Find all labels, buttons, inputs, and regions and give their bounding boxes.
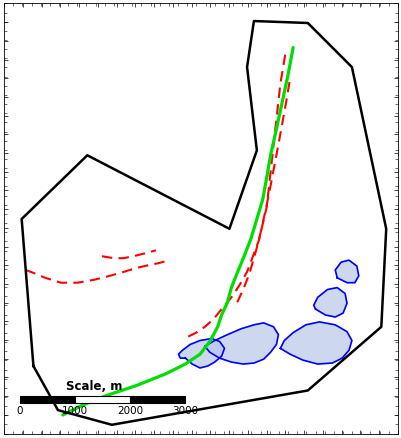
Text: Scale, m: Scale, m [66, 379, 122, 392]
Polygon shape [22, 22, 385, 425]
Text: 3000: 3000 [172, 406, 198, 416]
Polygon shape [178, 339, 224, 368]
Bar [130, 396, 185, 403]
Polygon shape [313, 288, 346, 317]
Bar [20, 396, 75, 403]
Polygon shape [334, 261, 358, 283]
Text: 0: 0 [16, 406, 23, 416]
Polygon shape [279, 322, 351, 364]
Bar [75, 396, 130, 403]
Polygon shape [205, 323, 278, 364]
Text: 2000: 2000 [117, 406, 143, 416]
Text: 1000: 1000 [62, 406, 88, 416]
